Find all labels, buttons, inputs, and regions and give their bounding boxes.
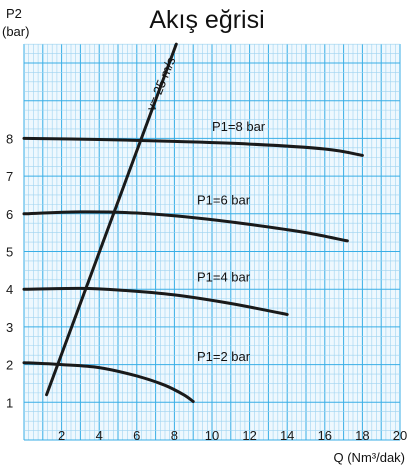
x-tick-label: 14 (280, 428, 294, 443)
y-tick-label: 1 (6, 395, 13, 410)
curve-label: P1=8 bar (212, 119, 266, 134)
series-line-p1-4-bar (22, 286, 289, 316)
y-tick-label: 7 (6, 169, 13, 184)
x-tick-label: 18 (355, 428, 369, 443)
series-line-v-25-m-s (45, 42, 178, 397)
x-tick-label: 6 (133, 428, 140, 443)
y-tick-label: 3 (6, 320, 13, 335)
curve-label: P1=6 bar (197, 192, 251, 207)
x-tick-label: 16 (318, 428, 332, 443)
y-tick-label: 6 (6, 207, 13, 222)
y-tick-label: 8 (6, 131, 13, 146)
series-line-p1-8-bar (22, 136, 364, 157)
curve-label: P1=2 bar (197, 349, 251, 364)
y-tick-labels: 1 2 3 4 5 6 7 8 (6, 131, 13, 410)
series-line-p1-2-bar (22, 361, 195, 403)
x-tick-label: 8 (171, 428, 178, 443)
x-tick-labels: 2 4 6 8 10 12 14 16 18 20 (58, 428, 407, 443)
y-tick-label: 4 (6, 282, 13, 297)
x-axis-title: Q (Nm³/dak) (334, 450, 406, 465)
y-tick-label: 2 (6, 358, 13, 373)
series-line-p1-6-bar (22, 210, 349, 243)
x-tick-label: 4 (96, 428, 103, 443)
x-tick-label: 2 (58, 428, 65, 443)
x-tick-label: 10 (205, 428, 219, 443)
y-axis-title: P2 (6, 6, 22, 21)
grid (23, 43, 401, 441)
x-tick-label: 12 (242, 428, 256, 443)
x-tick-label: 20 (393, 428, 407, 443)
chart-title: Akış eğrisi (149, 6, 264, 34)
curve-label: P1=4 bar (197, 270, 251, 285)
y-tick-label: 5 (6, 245, 13, 260)
curves (22, 42, 364, 403)
y-axis-unit: (bar) (2, 24, 29, 39)
